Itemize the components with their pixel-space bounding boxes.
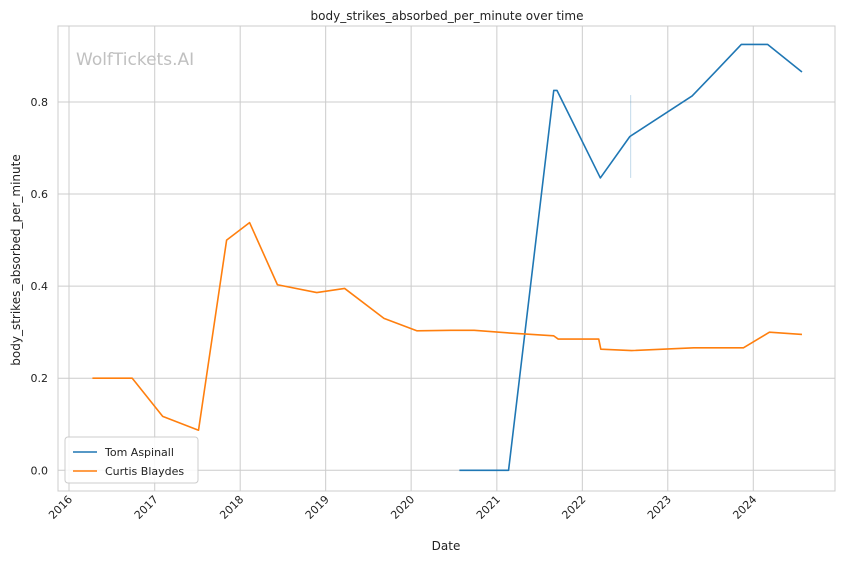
data-point bbox=[769, 331, 771, 333]
data-point bbox=[631, 350, 633, 352]
y-axis-title: body_strikes_absorbed_per_minute bbox=[9, 154, 23, 365]
y-tick-label: 0.2 bbox=[31, 372, 49, 385]
data-point bbox=[714, 71, 716, 73]
chart-title: body_strikes_absorbed_per_minute over ti… bbox=[311, 9, 584, 23]
data-point bbox=[743, 347, 745, 349]
data-point bbox=[416, 330, 418, 332]
legend-items: Tom Aspinall Curtis Blaydes bbox=[73, 446, 184, 478]
series-line bbox=[92, 221, 803, 432]
y-tick-label: 0.6 bbox=[31, 188, 49, 201]
data-point bbox=[556, 90, 558, 92]
plot-frame bbox=[57, 25, 836, 492]
plot-area: WolfTickets.AI bbox=[57, 25, 836, 492]
data-point bbox=[629, 136, 631, 138]
data-point bbox=[801, 334, 803, 336]
data-point bbox=[198, 429, 200, 431]
y-tick-label: 0.0 bbox=[31, 464, 49, 477]
y-tick-label: 0.8 bbox=[31, 96, 49, 109]
data-point bbox=[553, 335, 555, 337]
y-gridlines bbox=[58, 101, 835, 471]
data-point bbox=[459, 469, 461, 471]
data-point bbox=[92, 377, 94, 379]
legend-label: Curtis Blaydes bbox=[105, 465, 184, 478]
series-1 bbox=[92, 221, 803, 432]
legend-box bbox=[64, 436, 199, 484]
series-layer bbox=[92, 43, 803, 472]
x-axis-title: Date bbox=[432, 539, 461, 553]
data-point bbox=[600, 348, 602, 350]
data-point bbox=[316, 292, 318, 294]
data-point bbox=[473, 330, 475, 332]
data-point bbox=[741, 44, 743, 46]
data-point bbox=[277, 284, 279, 286]
x-gridlines bbox=[68, 26, 754, 491]
watermark: WolfTickets.AI bbox=[76, 50, 194, 70]
data-point bbox=[249, 222, 251, 224]
data-point bbox=[691, 95, 693, 97]
data-point bbox=[509, 332, 511, 334]
data-point bbox=[557, 338, 559, 340]
data-point bbox=[344, 288, 346, 290]
data-point bbox=[801, 71, 803, 73]
plot-background bbox=[58, 26, 835, 491]
data-point bbox=[553, 90, 555, 92]
data-point bbox=[450, 330, 452, 332]
data-point bbox=[600, 177, 602, 179]
legend-label: Tom Aspinall bbox=[104, 446, 174, 459]
data-point bbox=[131, 377, 133, 379]
data-point bbox=[508, 469, 510, 471]
data-point bbox=[598, 338, 600, 340]
data-point bbox=[693, 347, 695, 349]
data-point bbox=[767, 44, 769, 46]
data-point bbox=[162, 416, 164, 418]
y-tick-label: 0.4 bbox=[31, 280, 49, 293]
series-0 bbox=[459, 43, 803, 472]
data-point bbox=[383, 318, 385, 320]
legend: Tom Aspinall Curtis Blaydes bbox=[64, 436, 199, 484]
y-tick-labels: 0.0 0.2 0.4 0.6 0.8 bbox=[31, 96, 49, 477]
series-line bbox=[459, 43, 803, 472]
data-point bbox=[226, 239, 228, 241]
